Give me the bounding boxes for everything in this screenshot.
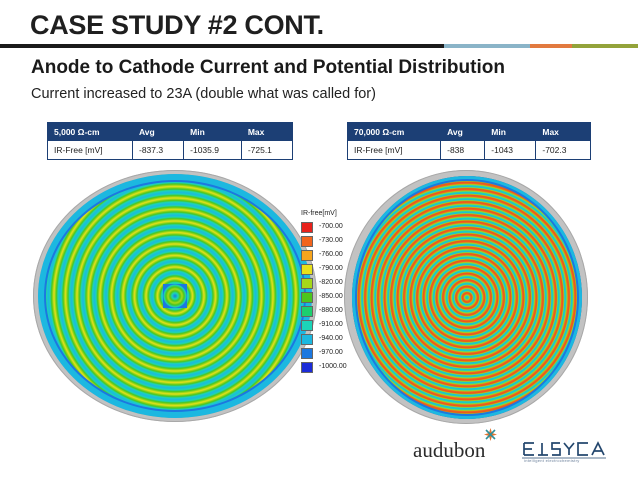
legend-swatch [301,306,313,317]
legend-swatch [301,320,313,331]
table-cell: IR-Free [mV] [47,140,133,160]
elsyca-logo [522,441,606,459]
legend-label: -760.00 [319,251,343,258]
title-accent-bar [0,44,638,48]
table-header-row: 5,000 Ω-cm Avg Min Max [47,122,294,141]
simulation-disc-left [38,174,312,418]
table-header-cell: Avg [440,122,486,141]
legend-swatch [301,278,313,289]
table-cell: -702.3 [535,140,591,160]
table-header-cell: Min [484,122,537,141]
legend-label: -970.00 [319,349,343,356]
table-cell: -1043 [484,140,537,160]
legend-item: -910.00 [301,320,361,331]
legend-label: -1000.00 [319,363,347,370]
table-cell: -1035.9 [183,140,242,160]
table-header-cell: Min [183,122,242,141]
table-row: IR-Free [mV] -838 -1043 -702.3 [346,140,591,160]
slide-note: Current increased to 23A (double what wa… [31,86,376,102]
legend-item: -790.00 [301,264,361,275]
legend-item: -820.00 [301,278,361,289]
legend-item: -880.00 [301,306,361,317]
table-row: IR-Free [mV] -837.3 -1035.9 -725.1 [47,140,294,160]
legend-label: -730.00 [319,237,343,244]
table-cell: -837.3 [131,140,185,160]
legend-swatch [301,264,313,275]
table-header-row: 70,000 Ω-cm Avg Min Max [346,122,591,141]
results-table-70000: 70,000 Ω-cm Avg Min Max IR-Free [mV] -83… [346,122,591,160]
table-header-cell: Avg [131,122,185,141]
legend-swatch [301,292,313,303]
legend-label: -700.00 [319,223,343,230]
table-cell: -838 [440,140,486,160]
legend-swatch [301,334,313,345]
legend-label: -940.00 [319,335,343,342]
legend-swatch [301,348,313,359]
table-header-cell: 5,000 Ω-cm [47,122,133,141]
elsyca-tagline: intelligent electrochemistry [524,458,580,463]
legend-item: -940.00 [301,334,361,345]
slide-title: CASE STUDY #2 CONT. [30,10,324,40]
legend-label: -790.00 [319,265,343,272]
table-cell: -725.1 [240,140,294,160]
results-table-5000: 5,000 Ω-cm Avg Min Max IR-Free [mV] -837… [47,122,294,160]
legend-label: -910.00 [319,321,343,328]
audubon-logo: audubon [413,438,486,462]
legend-item: -700.00 [301,222,361,233]
legend-item: -1000.00 [301,362,361,373]
legend-swatch [301,250,313,261]
legend-item: -970.00 [301,348,361,359]
legend-label: -850.00 [319,293,343,300]
legend-item: -850.00 [301,292,361,303]
legend-swatch [301,222,313,233]
table-header-cell: Max [535,122,591,141]
table-header-cell: 70,000 Ω-cm [346,122,442,141]
simulation-disc-right [352,176,582,419]
legend-title: IR-free[mV] [301,210,337,217]
audubon-star-icon [484,428,497,441]
legend-swatch [301,362,313,373]
legend-item: -730.00 [301,236,361,247]
legend-label: -880.00 [319,307,343,314]
legend-item: -760.00 [301,250,361,261]
legend-swatch [301,236,313,247]
table-cell: IR-Free [mV] [346,140,442,160]
table-header-cell: Max [240,122,294,141]
slide-subtitle: Anode to Cathode Current and Potential D… [31,57,505,78]
legend-label: -820.00 [319,279,343,286]
